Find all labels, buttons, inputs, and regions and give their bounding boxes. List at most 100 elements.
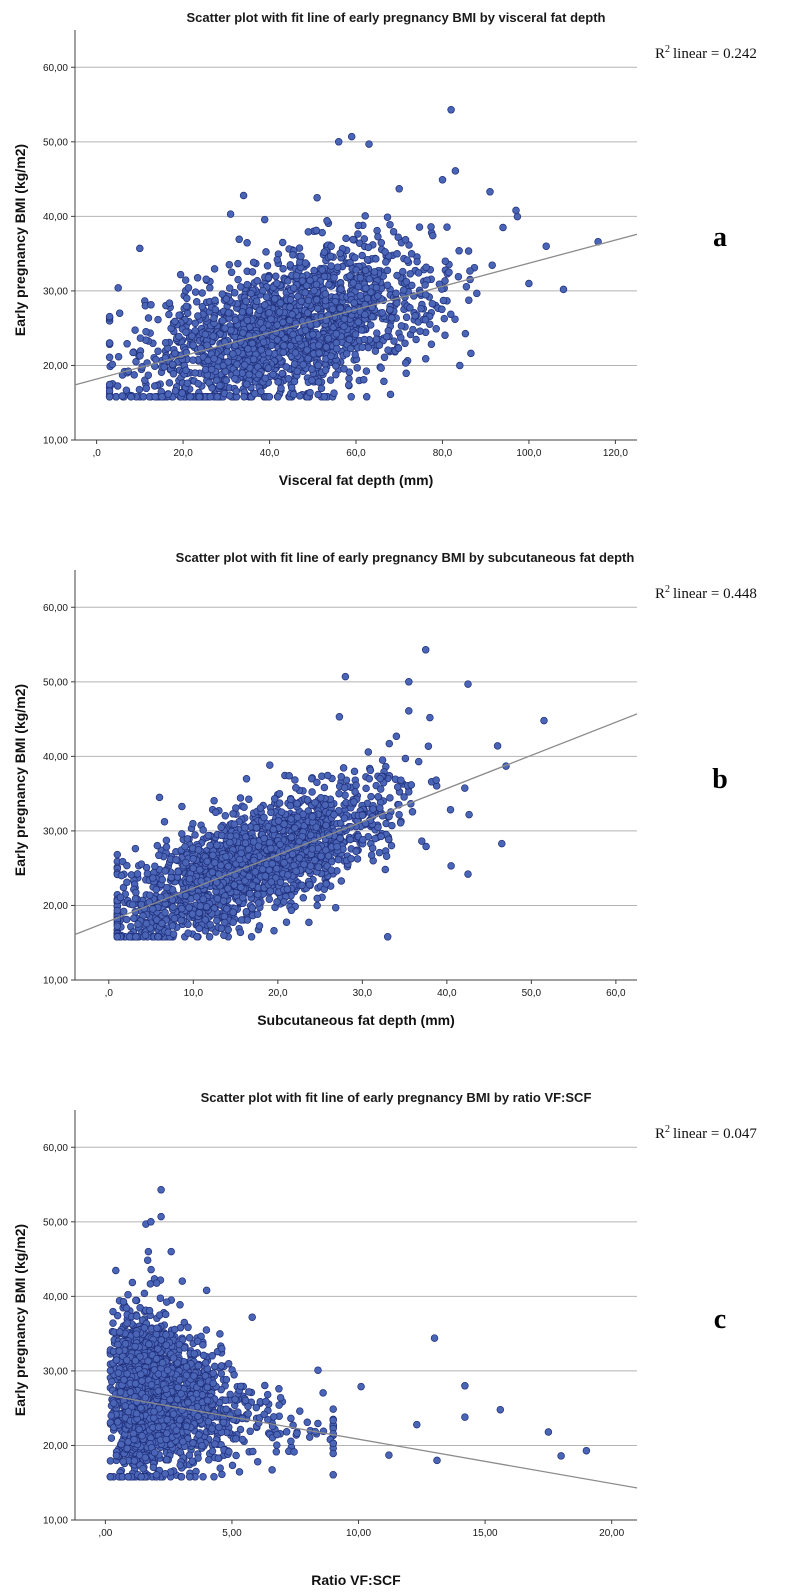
data-point bbox=[161, 867, 169, 875]
data-point bbox=[347, 132, 356, 141]
data-point bbox=[149, 905, 157, 913]
data-point bbox=[198, 302, 207, 311]
data-point bbox=[421, 355, 430, 363]
data-point bbox=[291, 776, 299, 784]
data-point bbox=[447, 862, 455, 870]
data-point bbox=[383, 332, 391, 341]
data-point bbox=[236, 928, 245, 937]
data-point bbox=[308, 845, 316, 853]
data-point bbox=[193, 933, 201, 941]
data-point bbox=[289, 390, 298, 399]
data-point bbox=[260, 215, 269, 224]
data-point bbox=[289, 330, 297, 339]
data-point bbox=[421, 291, 430, 299]
data-point bbox=[426, 713, 434, 722]
data-point bbox=[255, 306, 264, 314]
data-point bbox=[183, 309, 192, 317]
data-point bbox=[210, 796, 218, 805]
data-point bbox=[201, 1359, 210, 1367]
data-point bbox=[374, 292, 382, 300]
data-point bbox=[397, 334, 405, 342]
data-point bbox=[361, 266, 370, 275]
data-point bbox=[317, 384, 326, 393]
data-point bbox=[195, 865, 204, 874]
data-point bbox=[189, 855, 198, 863]
data-point bbox=[239, 191, 248, 200]
chart-title: Scatter plot with fit line of early preg… bbox=[201, 1090, 592, 1105]
y-tick-label: 20,00 bbox=[43, 901, 68, 912]
data-point bbox=[260, 813, 268, 822]
data-point bbox=[303, 796, 312, 804]
data-point bbox=[211, 305, 220, 314]
data-point bbox=[230, 820, 239, 828]
data-point bbox=[224, 309, 233, 317]
y-axis-label: Early pregnancy BMI (kg/m2) bbox=[12, 684, 28, 876]
data-point bbox=[376, 774, 384, 783]
data-point bbox=[150, 382, 159, 390]
data-point bbox=[208, 868, 217, 877]
data-point bbox=[399, 267, 407, 276]
data-point bbox=[297, 297, 306, 306]
data-point bbox=[330, 810, 338, 819]
data-point bbox=[366, 321, 375, 329]
data-point bbox=[386, 220, 394, 229]
data-point bbox=[383, 933, 392, 941]
data-point bbox=[406, 270, 414, 278]
data-point bbox=[213, 916, 221, 925]
data-point bbox=[263, 262, 272, 270]
data-point bbox=[405, 707, 413, 715]
data-point bbox=[403, 256, 411, 264]
data-point bbox=[322, 821, 330, 830]
data-point bbox=[167, 873, 176, 882]
data-point bbox=[336, 249, 344, 258]
data-point bbox=[310, 266, 318, 275]
data-point bbox=[178, 389, 186, 397]
data-point bbox=[347, 854, 355, 863]
data-point bbox=[191, 288, 200, 296]
data-point bbox=[165, 299, 174, 307]
y-tick-label: 60,00 bbox=[43, 63, 68, 74]
data-point bbox=[301, 259, 310, 267]
x-tick-label: 100,0 bbox=[516, 448, 541, 459]
data-point bbox=[332, 330, 341, 338]
data-point bbox=[280, 341, 288, 350]
data-point bbox=[360, 235, 369, 243]
data-point bbox=[206, 841, 214, 850]
data-point bbox=[384, 346, 392, 354]
data-point bbox=[368, 844, 377, 852]
x-tick-label: ,0 bbox=[105, 988, 114, 999]
data-point bbox=[147, 1265, 155, 1274]
data-point bbox=[257, 387, 265, 396]
data-point bbox=[236, 283, 245, 291]
data-point bbox=[204, 831, 213, 840]
data-point bbox=[171, 349, 179, 358]
data-point bbox=[314, 361, 322, 370]
data-point bbox=[122, 915, 131, 924]
chart-title: Scatter plot with fit line of early preg… bbox=[187, 10, 606, 25]
data-point bbox=[226, 838, 234, 847]
y-tick-label: 40,00 bbox=[43, 752, 68, 763]
x-tick-label: 20,0 bbox=[268, 988, 288, 999]
data-point bbox=[358, 251, 366, 260]
data-point bbox=[306, 388, 314, 397]
data-point bbox=[132, 933, 140, 941]
data-point bbox=[313, 193, 321, 202]
data-point bbox=[118, 392, 126, 400]
data-point bbox=[454, 272, 463, 281]
data-point bbox=[377, 364, 385, 372]
data-point bbox=[237, 883, 245, 892]
data-point bbox=[293, 799, 301, 808]
data-point bbox=[464, 680, 472, 688]
data-point bbox=[340, 365, 348, 373]
data-point bbox=[346, 835, 354, 844]
data-point bbox=[109, 1307, 117, 1316]
data-point bbox=[467, 349, 475, 358]
data-point bbox=[312, 320, 321, 328]
data-point bbox=[362, 367, 371, 375]
data-point bbox=[106, 1457, 115, 1465]
data-point bbox=[461, 784, 469, 792]
data-point bbox=[362, 284, 370, 292]
data-point bbox=[314, 863, 323, 871]
data-point bbox=[141, 931, 150, 939]
